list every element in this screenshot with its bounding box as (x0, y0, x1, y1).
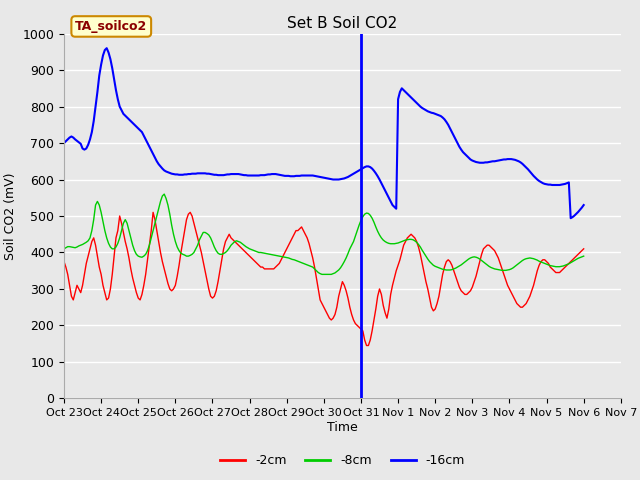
-8cm (161, 191, 168, 197)
-8cm (355, 222, 363, 228)
-8cm (318, 272, 326, 277)
Title: Set B Soil CO2: Set B Soil CO2 (287, 16, 397, 31)
-2cm (303, 235, 311, 241)
-16cm (81, 147, 88, 153)
-16cm (353, 168, 361, 174)
-2cm (353, 323, 361, 328)
-16cm (485, 159, 493, 165)
-2cm (60, 259, 68, 264)
-8cm (580, 253, 588, 259)
-16cm (487, 159, 495, 165)
-8cm (60, 246, 68, 252)
-2cm (173, 273, 181, 279)
-16cm (303, 173, 311, 179)
-8cm (303, 262, 311, 268)
-8cm (81, 240, 88, 246)
-8cm (173, 244, 181, 250)
-16cm (103, 45, 111, 51)
-2cm (487, 244, 495, 250)
-8cm (487, 264, 495, 270)
-2cm (489, 246, 497, 252)
-2cm (81, 272, 88, 277)
Line: -2cm: -2cm (64, 212, 584, 346)
-16cm (173, 171, 181, 177)
-8cm (489, 265, 497, 271)
Y-axis label: Soil CO2 (mV): Soil CO2 (mV) (4, 172, 17, 260)
-2cm (580, 246, 588, 252)
Line: -16cm: -16cm (64, 48, 584, 218)
Legend: -2cm, -8cm, -16cm: -2cm, -8cm, -16cm (215, 449, 470, 472)
X-axis label: Time: Time (327, 421, 358, 434)
-16cm (567, 216, 575, 221)
-2cm (363, 343, 371, 348)
Line: -8cm: -8cm (64, 194, 584, 275)
-16cm (580, 202, 588, 208)
-16cm (60, 140, 68, 146)
-2cm (149, 209, 157, 215)
Text: TA_soilco2: TA_soilco2 (75, 20, 147, 33)
